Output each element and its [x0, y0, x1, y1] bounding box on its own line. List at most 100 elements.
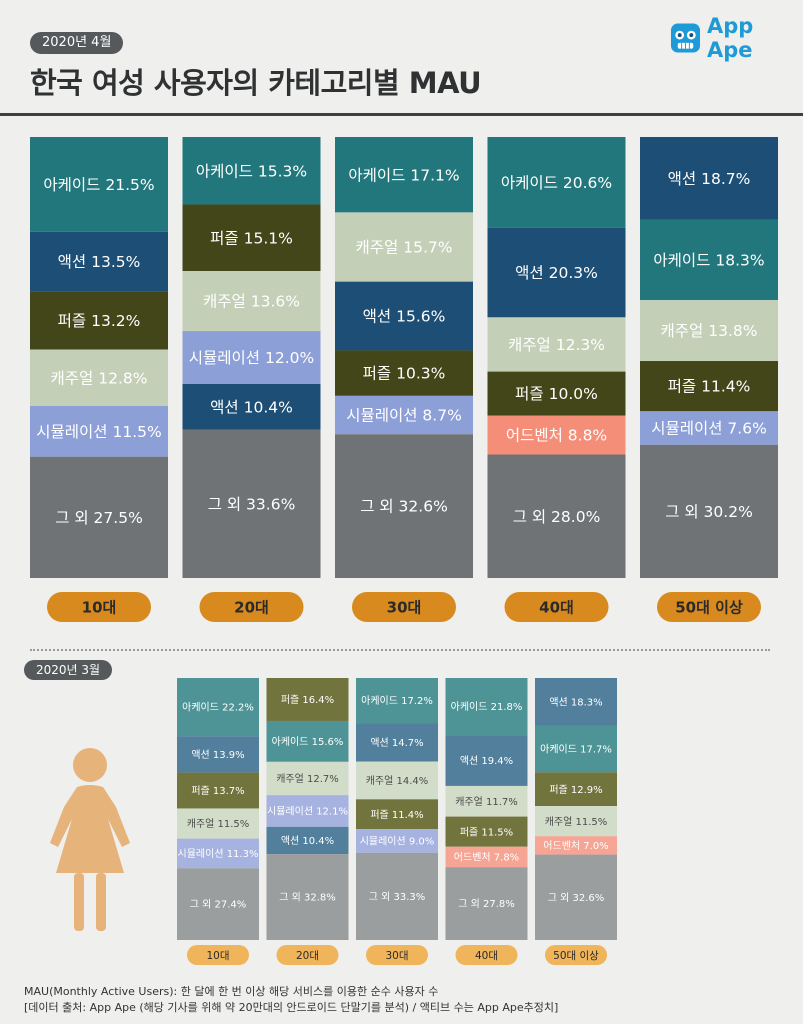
march-bar-segment — [535, 725, 617, 773]
april-segment-label: 그 외 28.0% — [513, 508, 601, 526]
date-label-march: 2020년 3월 — [24, 660, 113, 680]
april-bar-segment — [640, 219, 778, 301]
march-segment-label: 아케이드 15.6% — [272, 736, 344, 748]
march-segment-label: 캐주얼 11.7% — [455, 796, 518, 808]
april-bar-segment — [487, 415, 626, 455]
april-bar-segment — [182, 429, 321, 578]
march-segment-label: 캐주얼 14.4% — [366, 775, 429, 787]
march-bar-segment — [445, 678, 528, 736]
april-bar-segment — [182, 271, 321, 332]
april-segment-label: 그 외 27.5% — [55, 509, 143, 527]
april-bar-segment — [487, 317, 626, 372]
march-segment-label: 캐주얼 11.5% — [187, 818, 250, 830]
april-segment-label: 캐주얼 12.3% — [508, 336, 605, 354]
april-segment-label: 시뮬레이션 8.7% — [346, 407, 462, 425]
march-bar-segment — [445, 735, 528, 786]
march-bar-segment — [177, 838, 259, 869]
march-age-pill — [187, 945, 249, 965]
april-age-pill — [47, 592, 151, 622]
march-segment-label: 캐주얼 12.7% — [276, 773, 339, 785]
april-segment-label: 액션 15.6% — [363, 308, 446, 326]
march-age-label: 30대 — [385, 950, 408, 962]
april-age-pill — [352, 592, 456, 622]
section-divider — [30, 649, 770, 651]
march-segment-label: 아케이드 17.2% — [361, 695, 433, 707]
march-bar-segment — [177, 736, 259, 773]
march-segment-label: 액션 13.9% — [191, 749, 244, 761]
march-segment-label: 퍼즐 11.4% — [370, 809, 423, 821]
march-age-label: 50대 이상 — [553, 950, 599, 962]
march-age-pill — [455, 945, 518, 965]
march-bar-segment — [266, 826, 349, 855]
april-bar-segment — [182, 137, 321, 205]
april-age-pill — [199, 592, 304, 622]
brand-name: App Ape — [706, 14, 754, 62]
april-bar-segment — [335, 281, 473, 351]
march-segment-label: 아케이드 21.8% — [451, 701, 523, 713]
march-bar-segment — [356, 678, 438, 724]
april-segment-label: 캐주얼 13.8% — [661, 322, 758, 340]
april-bar-segment — [640, 411, 778, 445]
april-segment-label: 아케이드 20.6% — [501, 174, 612, 192]
march-bar-segment — [445, 867, 528, 940]
april-bar-segment — [335, 434, 473, 578]
april-bar-segment — [335, 350, 473, 396]
april-age-label: 20대 — [234, 598, 269, 616]
april-segment-label: 퍼즐 10.3% — [363, 365, 446, 383]
april-bar-segment — [640, 361, 778, 412]
april-bar-segment — [640, 137, 778, 220]
april-segment-label: 그 외 30.2% — [665, 503, 753, 521]
march-bar-segment — [356, 723, 438, 762]
march-segment-label: 아케이드 22.2% — [182, 702, 254, 714]
april-bar-segment — [640, 444, 778, 578]
april-segment-label: 아케이드 17.1% — [348, 166, 459, 184]
april-age-label: 40대 — [539, 598, 574, 616]
april-bar-segment — [30, 231, 168, 292]
march-bar-segment — [445, 816, 528, 847]
march-age-pill — [366, 945, 428, 965]
march-segment-label: 캐주얼 11.5% — [545, 816, 608, 828]
april-segment-label: 그 외 32.6% — [360, 498, 448, 516]
march-segment-label: 퍼즐 16.4% — [281, 694, 334, 706]
march-bar-segment — [356, 799, 438, 830]
march-bar-segment — [266, 854, 349, 940]
woman-figure-icon — [50, 748, 130, 931]
march-segment-label: 퍼즐 12.9% — [549, 784, 602, 796]
march-segment-label: 그 외 32.6% — [548, 892, 605, 904]
april-bar-segment — [182, 204, 321, 272]
march-segment-label: 아케이드 17.7% — [540, 744, 612, 756]
footnote-data-source: [데이터 출처: App Ape (해당 기사를 위해 약 20만대의 안드로이… — [24, 1001, 559, 1014]
april-segment-label: 퍼즐 13.2% — [58, 312, 141, 330]
march-bar-segment — [535, 806, 617, 837]
april-bar-segment — [335, 137, 473, 213]
march-bar-segment — [266, 720, 349, 762]
title-divider — [0, 113, 803, 116]
april-segment-label: 아케이드 21.5% — [43, 176, 154, 194]
march-segment-label: 퍼즐 13.7% — [191, 785, 244, 797]
march-bar-segment — [177, 808, 259, 839]
march-segment-label: 그 외 32.8% — [279, 892, 336, 904]
april-segment-label: 시뮬레이션 7.6% — [651, 420, 767, 438]
april-bar-segment — [30, 406, 168, 457]
brand-logo: App Ape — [670, 14, 803, 62]
april-bar-segment — [335, 395, 473, 435]
april-segment-label: 퍼즐 10.0% — [515, 385, 598, 403]
april-bar-segment — [30, 349, 168, 407]
march-segment-label: 퍼즐 11.5% — [460, 826, 513, 838]
march-bar-segment — [445, 846, 528, 868]
march-bar-segment — [266, 795, 349, 827]
march-age-pill — [545, 945, 607, 965]
march-bar-segment — [535, 678, 617, 726]
april-segment-label: 액션 13.5% — [58, 253, 141, 271]
april-bar-segment — [640, 300, 778, 362]
march-segment-label: 어드벤처 7.0% — [543, 840, 608, 852]
april-bar-segment — [335, 212, 473, 282]
march-age-label: 20대 — [296, 950, 319, 962]
march-bar-segment — [535, 836, 617, 855]
march-segment-label: 액션 19.4% — [460, 755, 513, 767]
march-bar-segment — [356, 761, 438, 800]
march-segment-label: 시뮬레이션 12.1% — [267, 806, 348, 818]
april-bar-segment — [487, 137, 626, 228]
march-bar-segment — [266, 678, 349, 721]
